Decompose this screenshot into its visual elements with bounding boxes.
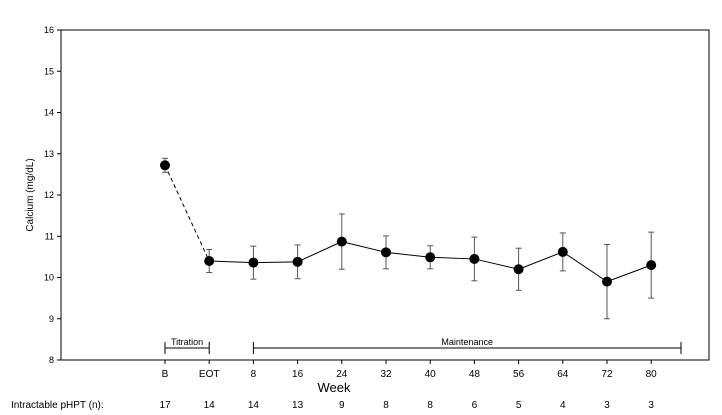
y-tick-label: 11 bbox=[45, 231, 54, 241]
line-segment bbox=[430, 256, 475, 260]
phase-brackets: Titration Maintenance bbox=[164, 337, 682, 354]
line-segment bbox=[474, 258, 519, 270]
y-tick-label: 16 bbox=[44, 25, 54, 35]
x-tick-label: EOT bbox=[199, 369, 220, 380]
y-tick-label: 15 bbox=[44, 66, 54, 76]
data-point bbox=[469, 253, 480, 264]
n-count: 9 bbox=[339, 400, 345, 411]
n-count: 4 bbox=[560, 400, 566, 411]
data-point bbox=[646, 260, 657, 271]
y-axis-label: Calcium (mg/dL) bbox=[25, 158, 36, 231]
y-tick-label: 8 bbox=[49, 355, 54, 365]
data-point bbox=[336, 236, 347, 247]
x-axis-ticks: B EOT 8 16 24 32 40 48 56 64 72 80 bbox=[162, 360, 658, 380]
n-count: 14 bbox=[248, 400, 260, 411]
line-segment bbox=[562, 251, 608, 283]
x-tick-label: 8 bbox=[251, 369, 257, 380]
data-point bbox=[425, 252, 436, 263]
y-tick-label: 10 bbox=[44, 273, 54, 283]
y-tick-label: 13 bbox=[44, 149, 54, 159]
n-table-label: Intractable pHPT (n): bbox=[11, 400, 104, 411]
x-tick-label: 80 bbox=[646, 369, 658, 380]
y-axis-ticks: 8 9 10 11 12 13 14 15 16 bbox=[44, 25, 61, 365]
data-point bbox=[602, 276, 612, 287]
line-segment bbox=[385, 251, 431, 258]
data-points bbox=[160, 160, 657, 287]
data-point bbox=[292, 256, 303, 267]
y-tick-label: 14 bbox=[44, 108, 54, 118]
n-count: 8 bbox=[427, 400, 433, 411]
line-segment bbox=[209, 260, 254, 264]
phase-label: Titration bbox=[171, 337, 203, 347]
data-point bbox=[513, 264, 524, 275]
data-point bbox=[160, 160, 170, 171]
x-tick-label: 40 bbox=[425, 369, 437, 380]
n-count: 5 bbox=[516, 400, 522, 411]
n-count: 17 bbox=[159, 400, 171, 411]
data-point bbox=[381, 247, 391, 258]
x-tick-label: 48 bbox=[469, 369, 481, 380]
n-count: 6 bbox=[472, 400, 478, 411]
line-segment bbox=[606, 264, 652, 283]
n-count: 14 bbox=[204, 400, 216, 411]
x-tick-label: 56 bbox=[513, 369, 525, 380]
plot-frame bbox=[60, 29, 710, 361]
error-bars bbox=[162, 157, 655, 320]
x-tick-label: 24 bbox=[336, 369, 348, 380]
x-tick-label: 16 bbox=[292, 369, 304, 380]
data-point bbox=[557, 246, 568, 257]
n-count: 8 bbox=[383, 400, 389, 411]
phase-label: Maintenance bbox=[441, 337, 493, 347]
data-point bbox=[248, 257, 259, 268]
n-counts: 17 14 14 13 9 8 8 6 5 4 3 3 bbox=[159, 400, 654, 411]
x-tick-label: 72 bbox=[601, 369, 613, 380]
x-tick-label: 32 bbox=[380, 369, 392, 380]
series-lines bbox=[164, 165, 652, 283]
line-segment bbox=[253, 261, 298, 264]
line-segment bbox=[341, 241, 387, 253]
x-axis-label: Week bbox=[318, 380, 351, 395]
y-tick-label: 9 bbox=[49, 314, 54, 324]
line-segment bbox=[518, 251, 563, 270]
line-segment bbox=[297, 241, 343, 263]
y-tick-label: 12 bbox=[44, 190, 54, 200]
dashed-segment bbox=[164, 165, 210, 262]
n-count: 3 bbox=[648, 400, 654, 411]
n-count: 13 bbox=[292, 400, 304, 411]
data-point bbox=[204, 256, 215, 266]
x-tick-label: B bbox=[162, 369, 169, 380]
x-tick-label: 64 bbox=[557, 369, 569, 380]
n-count: 3 bbox=[604, 400, 610, 411]
